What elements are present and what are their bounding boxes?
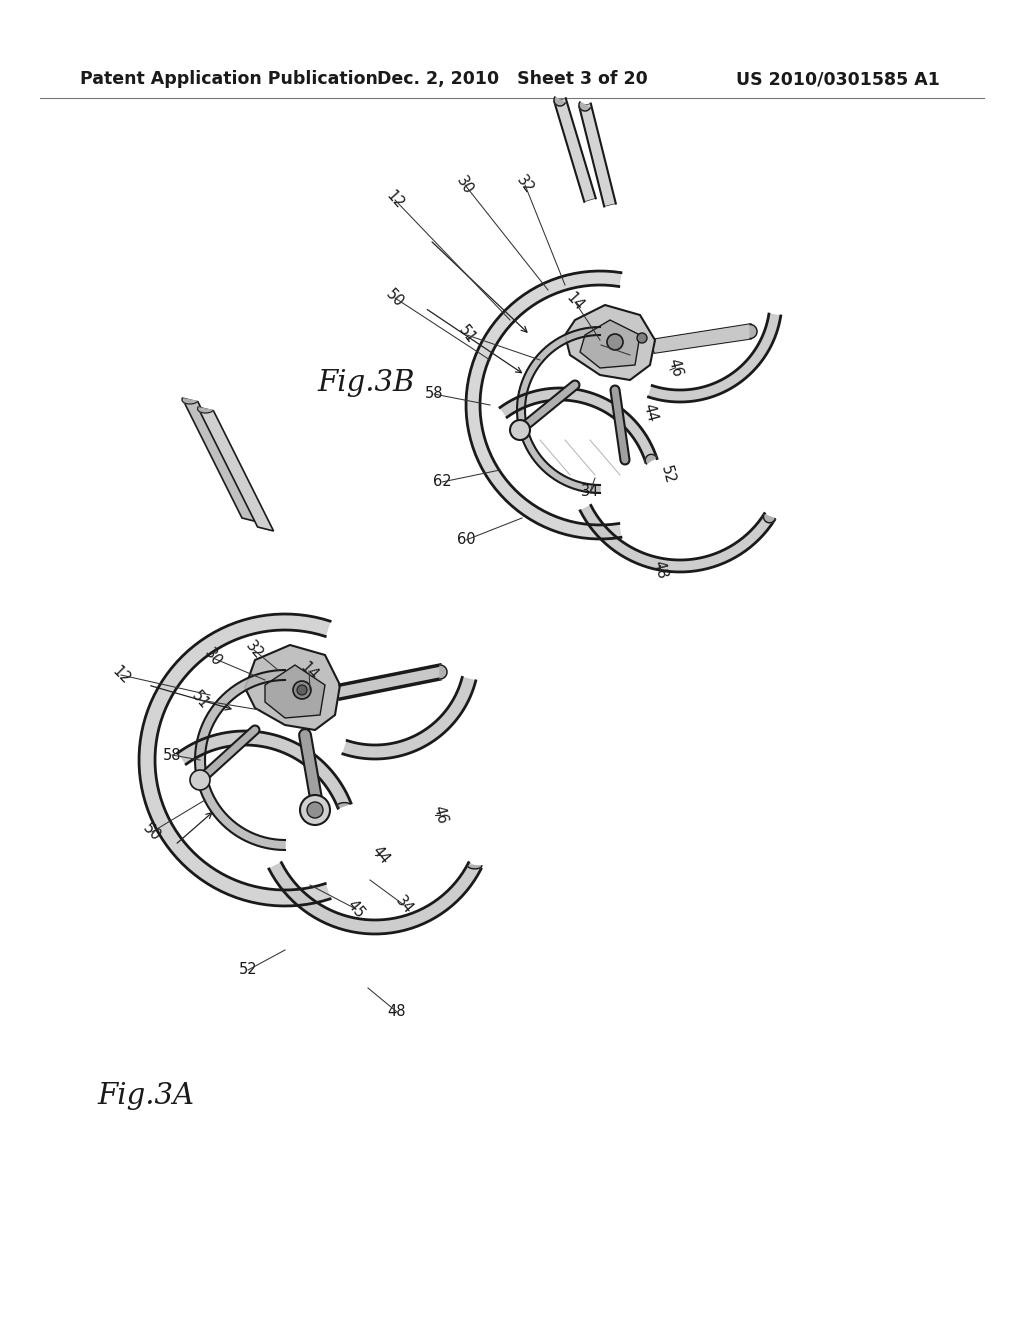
- Polygon shape: [517, 327, 600, 492]
- Circle shape: [297, 685, 307, 696]
- Text: Patent Application Publication: Patent Application Publication: [80, 70, 378, 88]
- Text: 12: 12: [383, 187, 407, 213]
- Polygon shape: [579, 102, 590, 111]
- Text: 46: 46: [666, 358, 685, 379]
- Polygon shape: [648, 314, 780, 403]
- Text: US 2010/0301585 A1: US 2010/0301585 A1: [736, 70, 940, 88]
- Polygon shape: [265, 665, 325, 718]
- Text: 36: 36: [592, 338, 610, 352]
- Text: 62: 62: [433, 474, 452, 490]
- Polygon shape: [565, 305, 655, 380]
- Text: 48: 48: [650, 560, 670, 581]
- Text: 14: 14: [563, 290, 587, 314]
- Text: 51: 51: [188, 688, 212, 711]
- Circle shape: [607, 334, 623, 350]
- Polygon shape: [198, 408, 213, 413]
- Text: 52: 52: [658, 465, 678, 486]
- Polygon shape: [764, 515, 775, 523]
- Polygon shape: [466, 271, 621, 539]
- Polygon shape: [655, 325, 750, 352]
- Polygon shape: [182, 399, 198, 404]
- Polygon shape: [340, 665, 440, 700]
- Polygon shape: [343, 677, 476, 759]
- Polygon shape: [554, 96, 565, 106]
- Polygon shape: [269, 863, 481, 935]
- Circle shape: [300, 795, 330, 825]
- Text: 32: 32: [513, 173, 537, 197]
- Polygon shape: [750, 325, 757, 338]
- Text: 58: 58: [163, 747, 181, 763]
- Polygon shape: [645, 454, 656, 463]
- Text: 50: 50: [383, 286, 407, 310]
- Text: 30: 30: [454, 173, 476, 197]
- Polygon shape: [440, 665, 447, 678]
- Text: 34: 34: [392, 894, 416, 917]
- Circle shape: [307, 803, 323, 818]
- Polygon shape: [580, 319, 640, 368]
- Polygon shape: [195, 671, 285, 850]
- Text: 44: 44: [640, 403, 659, 424]
- Text: 14: 14: [297, 659, 321, 682]
- Circle shape: [510, 420, 530, 440]
- Text: 60: 60: [457, 532, 475, 548]
- Circle shape: [293, 681, 311, 700]
- Polygon shape: [139, 614, 330, 906]
- Polygon shape: [581, 506, 774, 572]
- Polygon shape: [468, 866, 482, 869]
- Text: 44: 44: [370, 843, 392, 867]
- Text: 52: 52: [239, 962, 257, 978]
- Polygon shape: [500, 388, 657, 462]
- Text: 45: 45: [344, 898, 368, 921]
- Text: 30: 30: [202, 645, 224, 671]
- Circle shape: [637, 333, 647, 343]
- Polygon shape: [198, 407, 273, 531]
- Polygon shape: [178, 731, 351, 808]
- Polygon shape: [580, 103, 615, 206]
- Text: Fig.3B: Fig.3B: [317, 368, 415, 397]
- Text: Dec. 2, 2010   Sheet 3 of 20: Dec. 2, 2010 Sheet 3 of 20: [377, 70, 647, 88]
- Text: 58: 58: [425, 387, 443, 401]
- Text: 48: 48: [388, 1005, 407, 1019]
- Text: Fig.3A: Fig.3A: [97, 1081, 195, 1110]
- Circle shape: [190, 770, 210, 789]
- Polygon shape: [338, 803, 350, 808]
- Polygon shape: [554, 98, 596, 202]
- Polygon shape: [182, 399, 258, 521]
- Text: 34: 34: [581, 484, 599, 499]
- Polygon shape: [245, 645, 340, 730]
- Text: 46: 46: [430, 804, 450, 826]
- Text: 12: 12: [110, 663, 133, 686]
- Text: 50: 50: [140, 820, 164, 843]
- Text: 51: 51: [456, 323, 478, 347]
- Text: 32: 32: [243, 638, 265, 661]
